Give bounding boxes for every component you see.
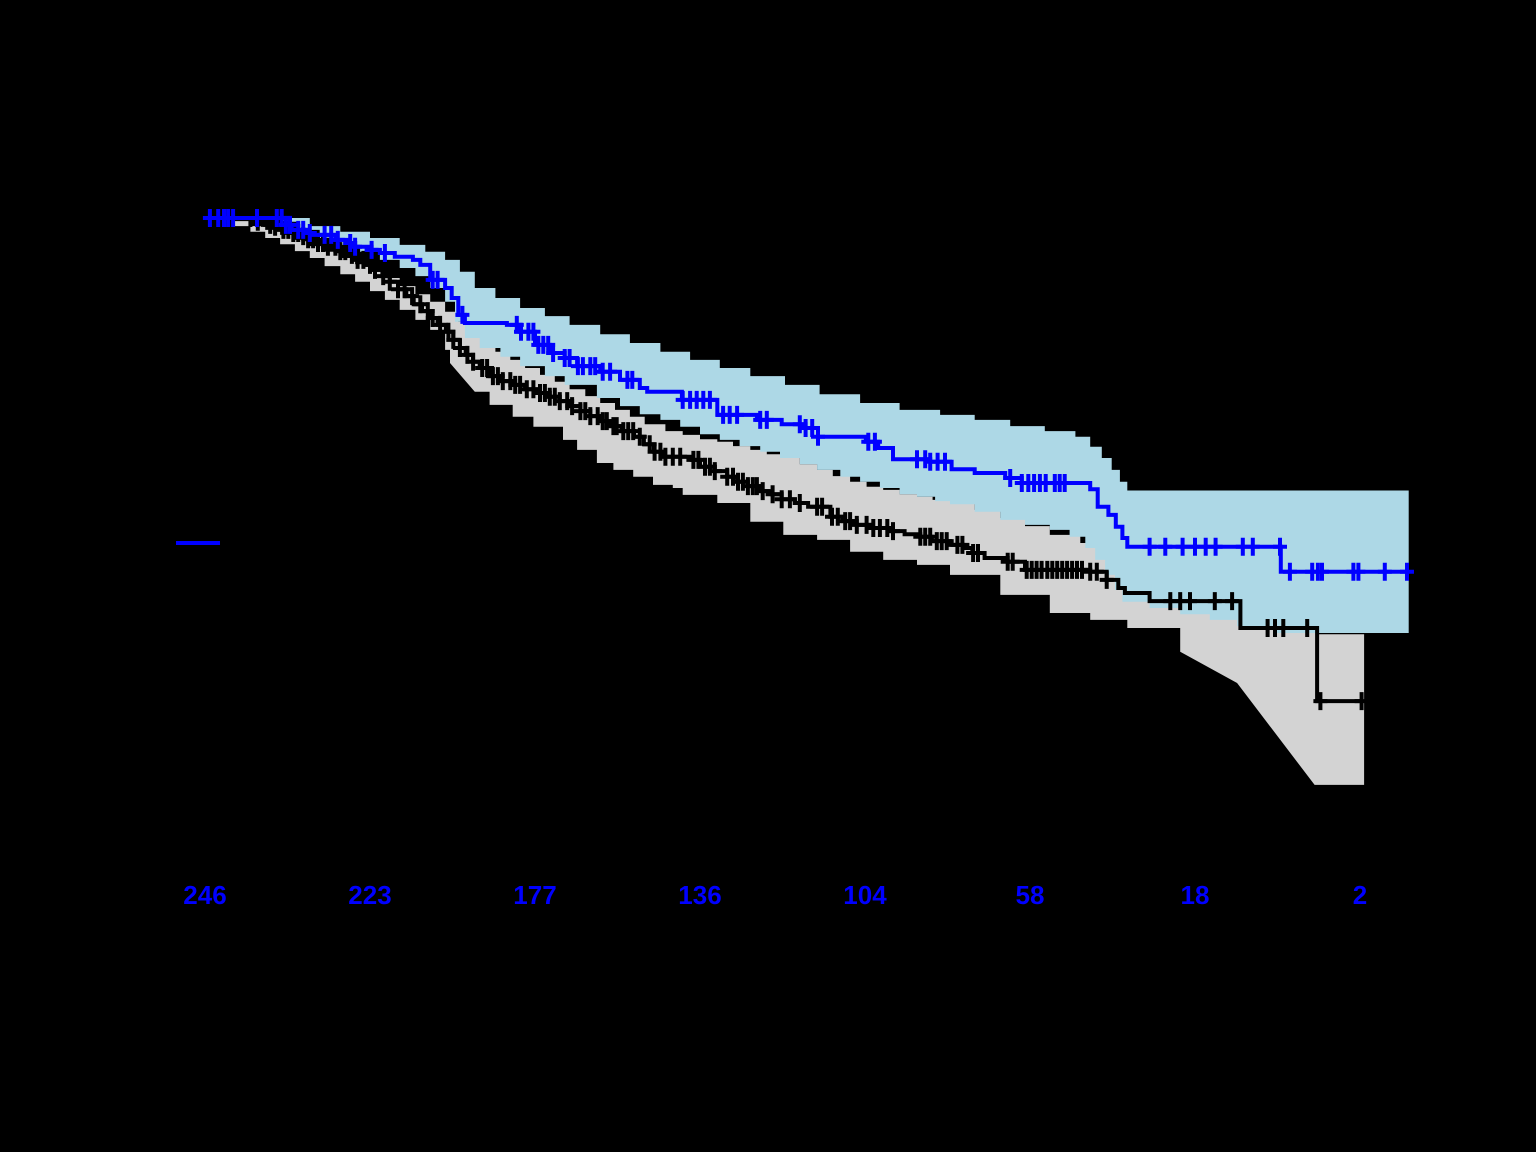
at-risk-count: 223: [348, 880, 392, 910]
at-risk-row: 246 223 177 136 104 58 18 2: [0, 0, 1536, 908]
confidence-band-group-blue: [283, 218, 1409, 635]
at-risk-count: 177: [513, 880, 557, 910]
at-risk-count: 58: [1015, 880, 1045, 910]
at-risk-count: 2: [1352, 880, 1368, 910]
at-risk-count: 136: [678, 880, 722, 910]
at-risk-count: 18: [1180, 880, 1210, 910]
censor-marks-group-blue: [202, 209, 1414, 581]
at-risk-count: 104: [843, 880, 887, 910]
at-risk-count: 246: [183, 880, 227, 910]
